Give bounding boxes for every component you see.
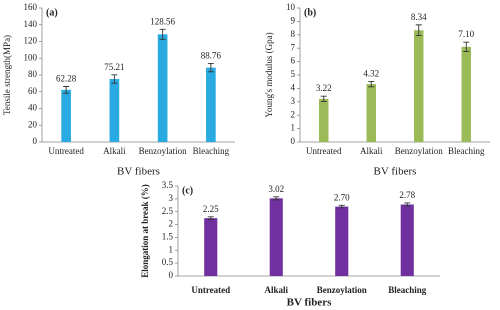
y-tick-label: 1.5 [162,231,174,241]
chart-panel: 0 20 40 60 80 100 120 140 160 62.28 Untreated 75.21… [2,2,235,178]
value-label: 3.02 [268,184,284,194]
y-tick-label: 40 [28,103,38,113]
value-label: 2.25 [203,204,219,214]
x-axis-label: BV fibers [374,166,417,178]
y-tick-label: 9 [291,15,296,25]
y-tick-label: 120 [24,36,38,46]
error-bar [320,95,327,102]
panel-label: (b) [304,7,316,18]
y-tick-label: 7 [291,42,296,52]
y-tick-label: 3.5 [162,180,174,190]
value-label: 88.76 [201,51,222,61]
x-tick-label: Benzoylation [317,285,367,295]
error-bar [63,86,70,94]
x-tick-label: Untreated [48,146,84,156]
y-tick-label: 140 [24,19,38,29]
bar [319,98,329,142]
x-axis-label: BV fibers [287,297,332,309]
y-axis-label: Tensile strength(MPa) [2,35,12,115]
y-tick-label: 80 [28,69,38,79]
x-tick-label: Bleaching [448,146,485,156]
value-label: 2.78 [399,190,415,200]
x-tick-label: Benzoylation [395,146,443,156]
bar [335,206,349,276]
y-tick-label: 8 [291,29,296,39]
error-bar [415,24,422,37]
bar [366,84,376,142]
value-label: 4.32 [363,68,379,78]
x-tick-label: Bleaching [193,146,230,156]
y-tick-label: 1 [169,244,174,254]
bar [461,46,471,142]
y-tick-label: 60 [28,86,38,96]
y-tick-label: 2 [169,219,174,229]
error-bar [111,74,118,84]
error-bar [273,196,280,201]
bar [109,79,120,142]
y-axis-label: Elongation at break (%) [140,184,150,278]
y-tick-label: 10 [286,2,296,12]
y-tick-label: 3 [169,193,174,203]
y-tick-label: 3 [291,96,296,106]
value-label: 2.70 [334,192,350,202]
y-tick-label: 160 [24,2,38,12]
y-tick-label: 2.5 [162,206,174,216]
x-tick-label: Alkali [360,146,383,156]
y-tick-label: 0 [33,136,38,146]
bar [269,198,283,276]
error-bar [338,204,345,209]
chart-panel: 0 0.5 1 1.5 2 2.5 3 3.5 2.25 Untreated 3.02 Alkali 2… [140,180,440,309]
x-tick-label: Untreated [306,146,342,156]
bar [206,67,216,142]
y-tick-label: 0.5 [162,257,174,267]
y-tick-label: 4 [291,82,296,92]
y-tick-label: 100 [24,52,38,62]
x-tick-label: Alkali [264,285,288,295]
x-tick-label: Benzoylation [139,146,187,156]
bar [414,30,424,142]
y-tick-label: 0 [169,270,174,280]
error-bar [404,202,411,207]
x-tick-label: Alkali [103,146,126,156]
y-tick-label: 5 [291,69,296,79]
y-tick-label: 0 [291,136,296,146]
x-tick-label: Bleaching [388,285,427,295]
x-tick-label: Untreated [191,285,230,295]
panel-label: (a) [46,7,58,18]
error-bar [207,63,214,73]
value-label: 3.22 [316,83,332,93]
error-bar [463,41,470,52]
y-tick-label: 6 [291,56,296,66]
value-label: 75.21 [104,62,124,72]
value-label: 62.28 [56,74,77,84]
value-label: 128.56 [150,16,175,26]
error-bar [207,216,214,220]
value-label: 8.34 [411,12,427,22]
chart-panel: 0 1 2 3 4 5 6 7 8 9 10 3.22 Untreated 4.32 Alkali 8.34 B… [264,2,490,178]
y-tick-label: 20 [28,119,38,129]
value-label: 7.10 [458,29,474,39]
bar [204,218,218,276]
panel-label: (c) [182,185,193,196]
error-bar [368,80,375,88]
x-axis-label: BV fibers [117,166,160,178]
error-bar [159,28,166,40]
y-tick-label: 1 [291,123,296,133]
bar [157,34,168,142]
y-tick-label: 2 [291,109,296,119]
y-axis-label: Young's modulus (Gpa) [264,32,274,117]
bar [61,89,71,142]
bar [400,204,414,276]
